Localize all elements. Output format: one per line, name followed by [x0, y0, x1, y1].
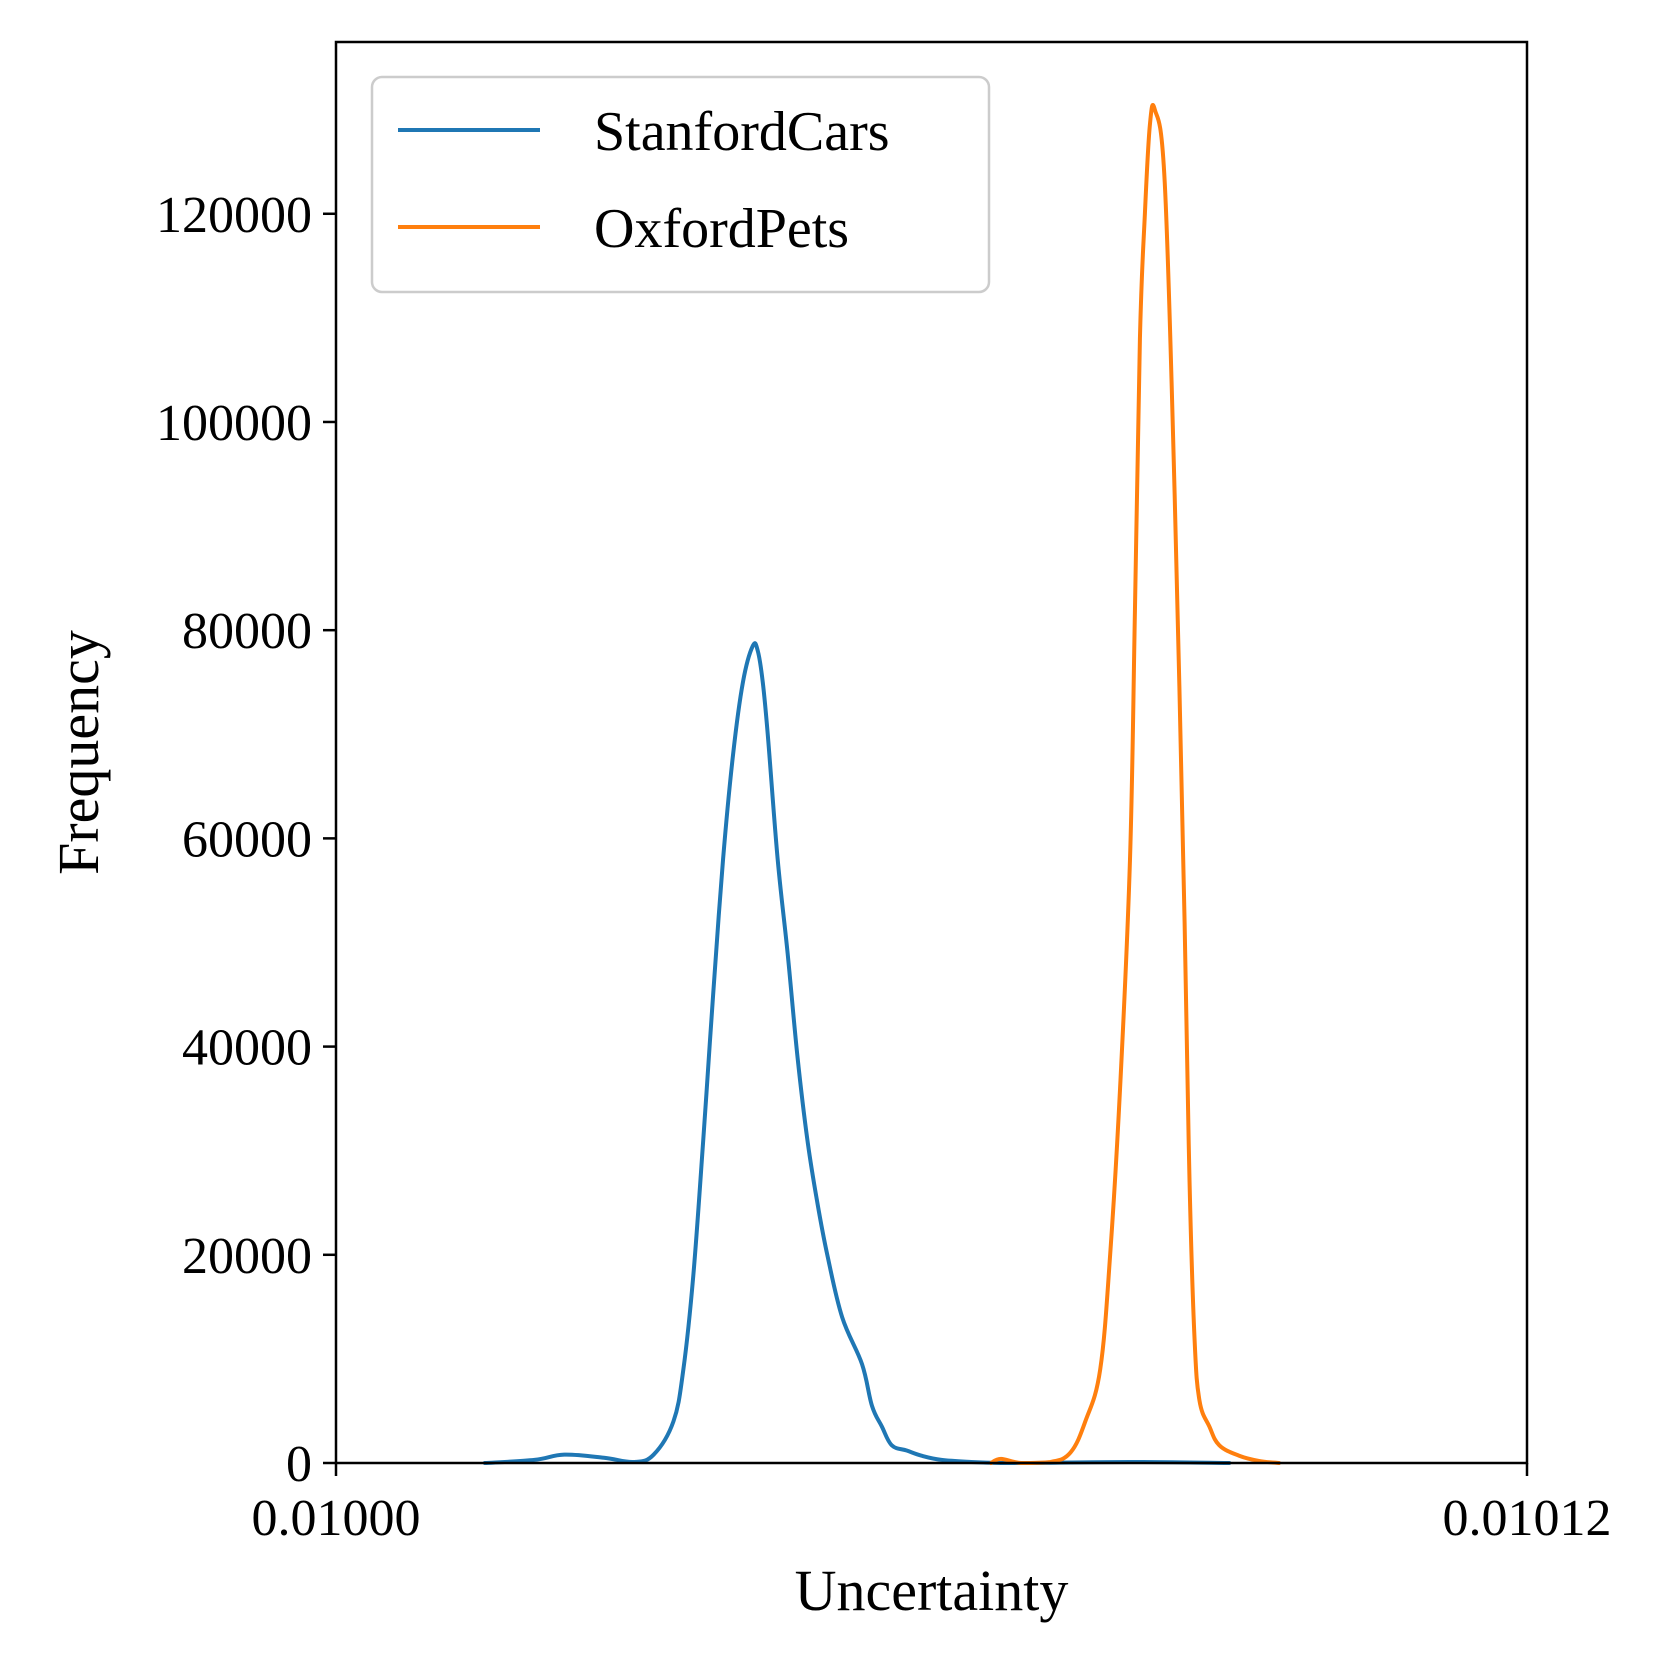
- x-axis-ticks: 0.01000 0.01012: [252, 1463, 1612, 1547]
- axes-frame: [334, 40, 1529, 1465]
- plot-area: [334, 40, 1529, 1465]
- y-tick-label: 40000: [182, 1020, 312, 1077]
- y-tick-label: 80000: [182, 603, 312, 660]
- y-tick-label: 20000: [182, 1228, 312, 1285]
- x-tick-label: 0.01012: [1443, 1490, 1612, 1547]
- y-axis-label: Frequency: [46, 630, 111, 875]
- y-tick-label: 100000: [156, 395, 312, 452]
- x-axis-label: Uncertainty: [795, 1558, 1069, 1623]
- series-line-oxfordpets: [989, 103, 1281, 1465]
- y-tick-label: 60000: [182, 811, 312, 868]
- y-axis-ticks: 0 20000 40000 60000 80000 100000 120000: [156, 187, 336, 1493]
- legend-label-stanfordcars: StanfordCars: [594, 101, 890, 163]
- series-line-stanfordcars: [482, 641, 1232, 1465]
- y-tick-label: 0: [286, 1436, 312, 1493]
- legend: StanfordCars OxfordPets: [370, 75, 991, 294]
- x-tick-label: 0.01000: [252, 1490, 421, 1547]
- series-layer: [482, 103, 1281, 1465]
- y-tick-label: 120000: [156, 187, 312, 244]
- legend-label-oxfordpets: OxfordPets: [594, 198, 849, 260]
